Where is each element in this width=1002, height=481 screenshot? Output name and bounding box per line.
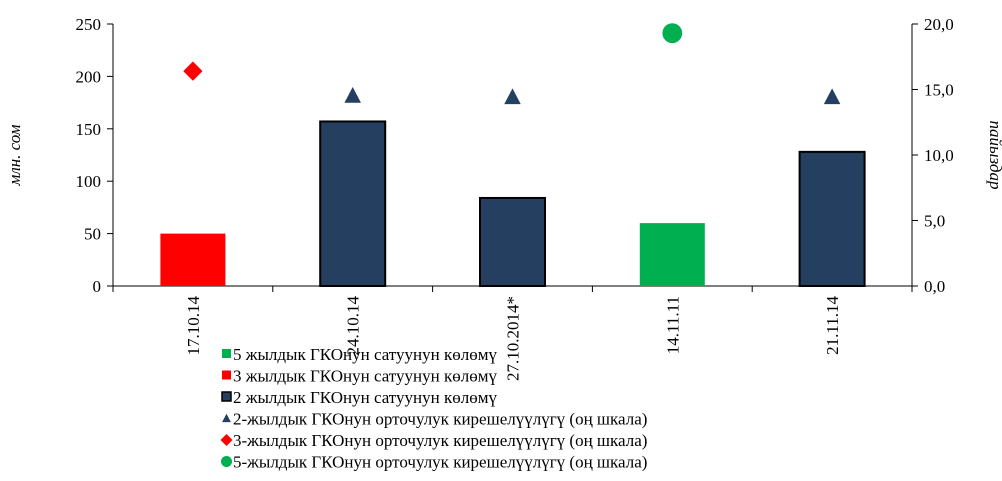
bar [160,233,226,286]
legend-label: 3-жылдык ГКОнун орточулук кирешелүүлүгү … [233,431,647,450]
bar [639,223,705,286]
right-tick-label: 10,0 [924,146,954,165]
data-point-marker [662,23,683,44]
legend-label: 2-жылдык ГКОнун орточулук кирешелүүлүгү … [233,410,647,429]
right-tick-label: 20,0 [924,15,954,34]
x-category-label: 14.11.11 [663,296,682,354]
legend-label: 5 жылдык ГКОнун сатуунун көлөмү [233,345,497,364]
bar [798,150,866,287]
data-point-marker [344,87,361,103]
right-tick-label: 15,0 [924,81,954,100]
bar [479,196,546,287]
right-axis-title: пайыздар [986,120,1002,189]
left-tick-label: 0 [93,277,102,296]
bar [319,120,387,287]
legend-swatch [221,391,232,402]
left-tick-label: 100 [76,172,102,191]
x-category-label: 27.10.2014* [504,296,523,381]
data-point-marker [183,61,203,81]
left-axis-title: млн. сом [5,124,24,186]
left-tick-label: 250 [76,15,102,34]
legend-marker [222,413,231,423]
left-tick-label: 50 [84,225,101,244]
legend-marker [220,434,233,446]
x-category-label: 24.10.14 [344,296,363,356]
data-point-marker [823,88,841,105]
left-tick-label: 150 [76,120,102,139]
x-category-label: 21.11.14 [823,296,842,355]
legend-label: 5-жылдык ГКОнун орточулук кирешелүүлүгү … [233,453,647,472]
left-tick-label: 200 [76,67,102,86]
legend-swatch [222,349,231,358]
right-tick-label: 0,0 [924,277,945,296]
legend-label: 3 жылдык ГКОнун сатуунун көлөмү [233,367,497,386]
legend-swatch [222,370,231,380]
right-tick-label: 5,0 [924,212,945,231]
data-point-marker [504,88,521,105]
legend-label: 2 жылдык ГКОнун сатуунун көлөмү [233,388,497,407]
legend-marker [221,456,232,467]
x-category-label: 17.10.14 [184,296,203,356]
